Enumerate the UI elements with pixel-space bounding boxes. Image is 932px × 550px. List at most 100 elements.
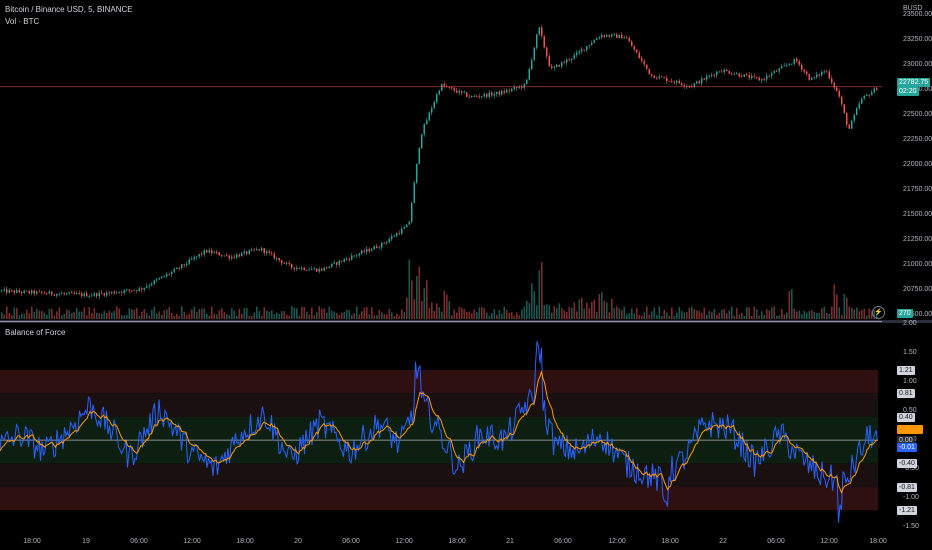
candle-body [731,73,733,75]
volume-bar [838,307,841,319]
volume-bar [601,292,603,319]
candle-body [781,66,783,69]
volume-bar [628,313,631,319]
volume-bar [603,301,606,319]
time-tick-label: 06:00 [130,538,148,545]
volume-bar [871,310,873,319]
candle-body [551,66,553,68]
candle-body [128,289,130,291]
candle-body [856,108,858,115]
price-axis[interactable]: BUSD 23500.0023250.0023000.0022750.00225… [882,0,932,530]
candle-body [273,253,275,259]
symbol-title: Bitcoin / Binance USD, 5, BINANCE [5,5,133,14]
candle-body [268,251,270,253]
volume-bar [788,291,791,319]
candle-body [848,124,850,129]
volume-bar [868,308,871,319]
candle-body [826,71,828,73]
volume-bar [851,307,853,319]
volume-bar [406,297,408,319]
candle-body [73,292,75,294]
candle-body [256,249,258,251]
candle-body [566,59,568,63]
candle-body [616,34,618,38]
volume-bar [823,306,826,319]
price-chart-pane[interactable]: Bitcoin / Binance USD, 5, BINANCE Vol · … [0,0,882,320]
volume-bar [641,315,643,319]
candle-body [403,227,405,229]
candle-body [238,254,240,257]
volume-bar [68,310,71,319]
volume-bar [468,311,471,319]
candle-body [631,41,633,47]
volume-bar [453,309,456,319]
volume-bar [113,310,116,319]
price-chart-canvas[interactable] [0,0,882,320]
candle-body [503,91,505,93]
candle-body [141,288,143,290]
volume-bar [388,309,391,319]
volume-bar [123,315,126,319]
volume-bar [766,309,768,319]
volume-bar [11,315,13,319]
oscillator-pane[interactable]: Balance of Force [0,323,882,530]
candle-body [621,34,623,39]
volume-bar [188,313,191,319]
volume-bar [736,308,738,319]
volume-bar [156,313,158,319]
candle-body [178,267,180,269]
lightning-icon[interactable]: ⚡ [872,306,885,319]
candle-body [88,295,90,297]
volume-bar [371,307,373,319]
candle-body [531,59,533,70]
candle-body [283,263,285,264]
volume-bar [686,312,688,319]
candle-body [343,259,345,262]
candle-body [681,83,683,85]
candle-body [693,83,695,87]
candle-body [753,75,755,77]
volume-bar [608,312,611,319]
time-axis[interactable]: 18:00 19 06:00 12:00 18:00 20 06:00 12:00 18:00 2… [0,530,932,550]
candle-body [766,75,768,80]
volume-bar [646,306,648,319]
volume-bar [761,311,763,319]
volume-bar [218,310,221,319]
candle-body [541,27,543,37]
candle-body [708,75,710,77]
volume-bar [776,315,778,319]
volume-bar [441,311,443,319]
candle-body [538,27,540,35]
oscillator-tick-label: -0.50 [903,465,919,473]
candle-body [698,81,700,84]
candle-body [613,34,615,36]
volume-bar [728,310,731,319]
candle-body [298,267,300,269]
volume-bar [91,313,93,319]
volume-bar [631,308,633,319]
candle-body [251,249,253,251]
candle-body [803,69,805,72]
candle-body [113,291,115,294]
oscillator-canvas[interactable] [0,323,882,530]
volume-bar [158,311,161,319]
candle-body [626,37,628,39]
candle-body [553,66,555,68]
candle-body [688,85,690,87]
time-tick-label: 18:00 [869,538,887,545]
candle-body [563,62,565,64]
volume-bar [681,310,683,319]
oscillator-title[interactable]: Balance of Force [5,328,66,337]
candle-body [253,249,255,251]
candle-body [51,291,53,295]
candle-body [678,80,680,84]
candle-body [148,285,150,287]
volume-bar [773,306,776,319]
volume-indicator-label[interactable]: Vol · BTC [5,17,40,26]
volume-bar [96,312,98,319]
volume-bar [708,311,711,319]
candle-body [581,49,583,52]
volume-bar [586,302,588,319]
candle-body [386,241,388,243]
price-tick-label: 23000.00 [903,61,932,68]
